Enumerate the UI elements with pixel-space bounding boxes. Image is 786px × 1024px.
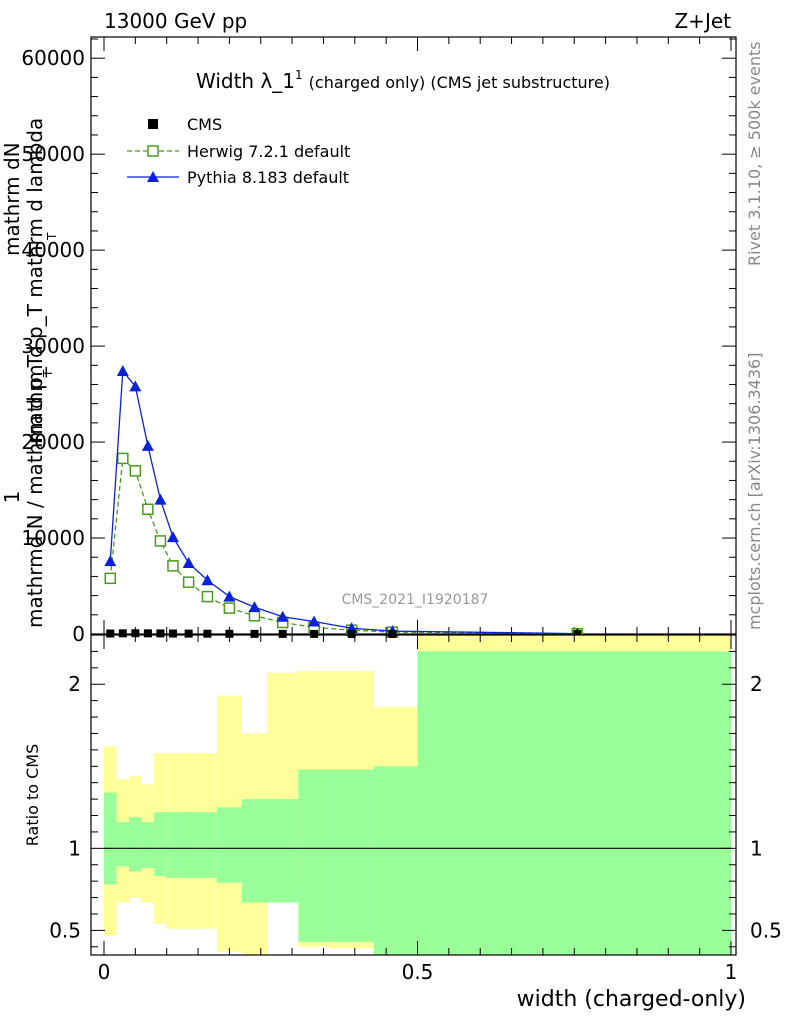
y-tick-label-4: 40000 — [21, 238, 85, 262]
ratio-y-tick-label-0: 0.5 — [49, 918, 81, 942]
ylabel-bottom: mathrmd N / mathrm d p_T — [23, 354, 47, 628]
point-herwig-7 — [201, 590, 214, 603]
ratio-y-tick-label-2: 2 — [68, 672, 81, 696]
ylabel-rotated-b: mathrm d p_T mathrm d lambda — [23, 118, 47, 444]
green-band-10 — [267, 799, 299, 903]
x-tick-label-2: 1 — [725, 960, 738, 984]
legend-label-0: CMS — [187, 115, 222, 134]
rivet-label: Rivet 3.1.10, ≥ 500k events — [745, 41, 764, 266]
main-plot: 0 10000 20000 30000 40000 50000 60000 CMS Herwig… — [21, 36, 737, 646]
y-tick-label-2: 20000 — [21, 430, 85, 454]
point-cms-0 — [106, 629, 115, 638]
point-herwig-3 — [142, 503, 154, 515]
green-band-7 — [198, 812, 217, 878]
point-pythia-3 — [141, 439, 154, 451]
point-cms-5 — [168, 629, 177, 638]
main-title: Width λ_11 (charged only) (CMS jet substr… — [196, 68, 610, 93]
green-band-8 — [216, 807, 242, 883]
y-tick-label-6: 60000 — [21, 46, 85, 70]
point-cms-6 — [184, 629, 193, 638]
point-cms-13 — [388, 629, 397, 638]
legend: CMS Herwig 7.2.1 default Pythia 8.183 defa… — [127, 115, 350, 187]
x-axis-label: width (charged-only) — [517, 987, 746, 1012]
green-band-2 — [129, 817, 142, 872]
y-tick-label-1: 10000 — [21, 526, 85, 550]
point-pythia-5 — [166, 531, 179, 543]
ratio-plot: 0.5 0.5 1 1 2 2 0 0.5 1 — [49, 634, 782, 984]
point-herwig-4 — [154, 535, 167, 547]
point-cms-4 — [156, 629, 165, 638]
y-tick-label-3: 30000 — [21, 334, 85, 358]
legend-marker-pythia — [147, 171, 159, 182]
green-band-14 — [417, 651, 731, 955]
point-cms-11 — [310, 629, 319, 638]
legend-label-2: Pythia 8.183 default — [187, 168, 349, 187]
point-pythia-4 — [154, 493, 167, 505]
green-band-3 — [141, 822, 155, 869]
green-band-1 — [116, 822, 130, 867]
legend-marker-herwig — [147, 145, 159, 157]
point-cms-2 — [131, 629, 140, 638]
point-cms-14 — [573, 629, 582, 638]
point-herwig-6 — [182, 576, 195, 588]
ratio-y-tick-label-right-2: 2 — [750, 672, 763, 696]
watermark: CMS_2021_I1920187 — [342, 592, 489, 608]
point-cms-10 — [278, 629, 287, 638]
point-cms-3 — [143, 629, 152, 638]
main-frame — [90, 36, 737, 635]
legend-label-1: Herwig 7.2.1 default — [187, 142, 350, 161]
point-cms-12 — [347, 629, 356, 638]
point-cms-8 — [225, 629, 234, 638]
x-tick-label-0: 0 — [98, 960, 111, 984]
point-herwig-1 — [117, 452, 129, 465]
green-band-4 — [154, 812, 167, 877]
green-band-11 — [298, 769, 330, 942]
header-right: Z+Jet — [674, 9, 731, 33]
x-tick-label-1: 0.5 — [402, 960, 434, 984]
y-tick-label-5: 50000 — [21, 142, 85, 166]
point-herwig-0 — [104, 572, 117, 585]
ylabel-rotated-a: mathrm dN — [0, 142, 24, 256]
point-cms-1 — [118, 629, 127, 638]
point-cms-9 — [250, 629, 259, 638]
ratio-y-tick-label-right-0: 0.5 — [750, 918, 782, 942]
green-band-6 — [179, 812, 199, 878]
header-left: 13000 GeV pp — [104, 9, 247, 33]
green-band-5 — [166, 812, 180, 878]
green-band-9 — [241, 799, 268, 903]
ylabel-sub-b: T — [45, 232, 59, 241]
y-tick-label-0: 0 — [72, 622, 85, 646]
green-band-12 — [329, 769, 374, 942]
point-herwig-9 — [248, 610, 261, 622]
point-pythia-6 — [182, 556, 195, 568]
title-main: Width λ_1 — [196, 69, 295, 93]
green-band-13 — [373, 766, 418, 955]
title-sup: 1 — [295, 68, 303, 82]
legend-marker-cms — [148, 119, 158, 129]
point-herwig-8 — [223, 602, 236, 614]
ratio-y-tick-label-1: 1 — [68, 836, 81, 860]
point-pythia-10 — [276, 610, 289, 622]
point-herwig-2 — [129, 465, 142, 477]
mcplots-label: mcplots.cern.ch [arXiv:1306.3436] — [745, 353, 764, 630]
green-band-0 — [104, 792, 117, 885]
ylabel-top: 1 — [0, 491, 24, 504]
ratio-frame — [90, 634, 737, 956]
point-herwig-5 — [167, 560, 179, 572]
svg-text:Width λ_11(charged only) (CMS: Width λ_11 (charged only) (CMS jet substr… — [196, 68, 610, 93]
point-pythia-9 — [248, 601, 261, 613]
ratio-ylabel: Ratio to CMS — [23, 744, 42, 846]
ylabel-sub-a: T — [41, 369, 55, 378]
point-pythia-2 — [129, 380, 142, 392]
point-pythia-11 — [308, 615, 321, 627]
point-pythia-0 — [104, 555, 117, 567]
point-pythia-8 — [223, 590, 236, 602]
point-pythia-1 — [116, 365, 129, 377]
ratio-y-tick-label-right-1: 1 — [750, 836, 763, 860]
point-cms-7 — [203, 629, 212, 638]
point-pythia-7 — [201, 574, 214, 586]
title-sub: (charged only) (CMS jet substructure) — [309, 73, 610, 92]
